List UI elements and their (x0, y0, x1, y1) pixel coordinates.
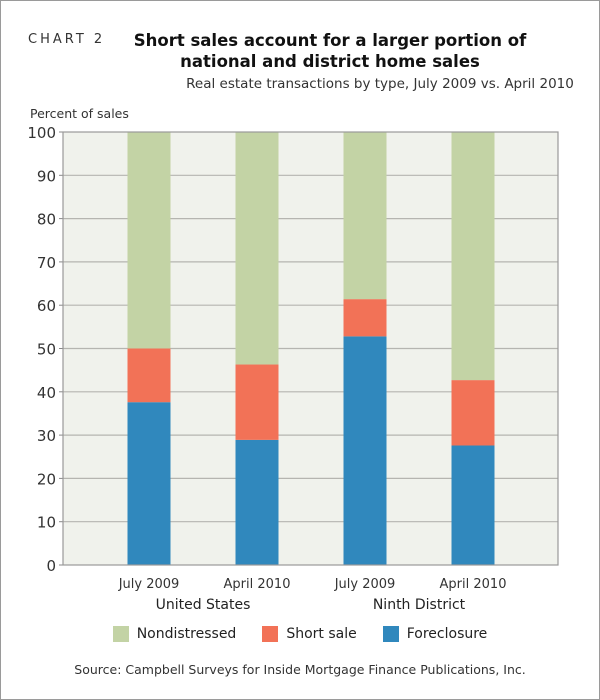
x-tick-label: April 2010 (224, 577, 291, 592)
legend-swatch (382, 626, 399, 642)
legend-swatch (262, 626, 279, 642)
y-tick-label: 50 (37, 341, 56, 359)
legend: Nondistressed Short sale Foreclosure (0, 626, 600, 642)
bar-short-sale (451, 380, 495, 446)
legend-label: Nondistressed (136, 626, 237, 642)
bar-nondistressed (235, 132, 279, 365)
bar-foreclosure (127, 402, 171, 565)
y-tick-label: 30 (37, 427, 56, 445)
y-tick-label: 100 (27, 124, 56, 142)
chart-plot: 0 10 20 30 40 50 60 70 80 90 100 July 2009 April 201… (27, 124, 559, 613)
bar-nondistressed (451, 132, 495, 381)
y-tick-label: 60 (37, 297, 56, 315)
x-group-label: Ninth District (373, 597, 466, 613)
bar-short-sale (127, 348, 171, 403)
plot-border (62, 131, 559, 566)
chart-subtitle: Real estate transactions by type, July 2… (186, 76, 574, 92)
y-axis-label: Percent of sales (30, 106, 129, 121)
x-group-label: United States (156, 597, 251, 613)
x-tick-label: July 2009 (118, 577, 180, 592)
y-tick-label: 70 (37, 254, 56, 272)
y-tick-label: 10 (37, 514, 56, 532)
bar-short-sale (343, 299, 387, 337)
x-tick-label: July 2009 (334, 577, 396, 592)
x-tick-label: April 2010 (440, 577, 507, 592)
chart-number: CHART 2 (28, 32, 106, 47)
chart-title: Short sales account for a larger portion… (133, 31, 527, 71)
y-tick-label: 90 (37, 167, 56, 185)
y-tick-label: 40 (37, 384, 56, 402)
legend-item-foreclosure: Foreclosure (382, 626, 488, 642)
bar-foreclosure (451, 445, 495, 565)
bar-nondistressed (127, 132, 171, 349)
legend-swatch (112, 626, 129, 642)
legend-label: Foreclosure (406, 626, 488, 642)
legend-item-nondistressed: Nondistressed (112, 626, 237, 642)
bar-short-sale (235, 364, 279, 440)
y-tick-label: 80 (37, 211, 56, 229)
legend-item-short-sale: Short sale (262, 626, 357, 642)
source-note: Source: Campbell Surveys for Inside Mort… (74, 662, 526, 677)
y-tick-label: 20 (37, 470, 56, 488)
y-tick-label: 0 (46, 557, 56, 575)
bar-foreclosure (343, 336, 387, 565)
bar-foreclosure (235, 439, 279, 565)
bar-nondistressed (343, 132, 387, 300)
legend-label: Short sale (286, 626, 357, 642)
